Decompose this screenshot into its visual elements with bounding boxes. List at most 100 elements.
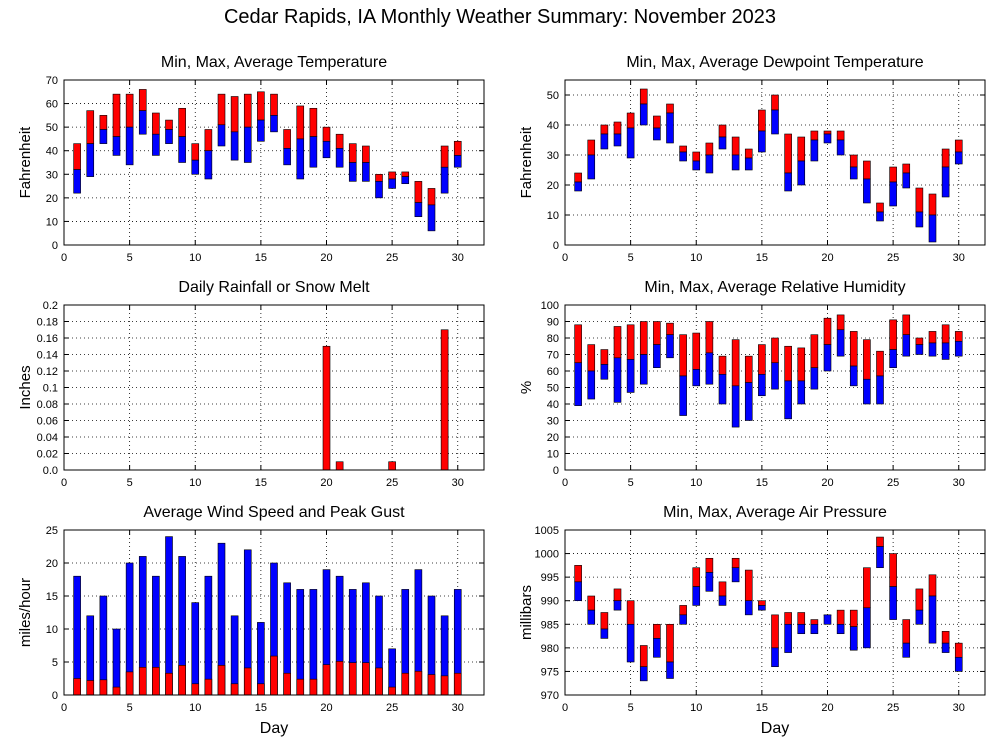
y-tick-label: 30	[547, 150, 559, 162]
bar-lower-range	[836, 139, 845, 156]
bar-lower-range	[296, 138, 305, 180]
bar-lower-range	[639, 666, 648, 682]
bar-lower-range	[797, 380, 806, 405]
x-tick-label: 0	[562, 252, 568, 264]
bar-lower-range	[876, 375, 884, 405]
bar-lower-range	[915, 609, 924, 625]
bar-lower-range	[639, 103, 648, 126]
y-tick-label: 20	[46, 558, 58, 570]
x-tick-label: 25	[887, 477, 899, 489]
x-tick-label: 30	[452, 702, 464, 714]
bar-upper-range	[954, 642, 963, 658]
bar-lower-range	[823, 614, 832, 625]
y-tick-label: 1000	[535, 549, 559, 561]
bar-lower-range	[744, 382, 753, 421]
chart-title: Average Wind Speed and Peak Gust	[143, 504, 405, 521]
figure-title: Cedar Rapids, IA Monthly Weather Summary…	[223, 6, 777, 28]
y-tick-label: 0.12	[37, 366, 58, 378]
bar-lower-range	[653, 638, 661, 658]
bar-lower-range	[771, 362, 779, 390]
bar-lower-range	[270, 115, 278, 133]
x-tick-label: 15	[255, 477, 267, 489]
bar-lower-range	[731, 385, 740, 428]
bar-lower-range	[335, 148, 344, 168]
bar-lower-range	[401, 176, 410, 185]
chart-title: Min, Max, Average Dewpoint Temperature	[626, 54, 923, 71]
x-tick-label: 20	[320, 252, 332, 264]
y-tick-label: 980	[541, 643, 559, 655]
bar-upper-range	[915, 588, 924, 611]
bar-lower-range	[600, 364, 609, 380]
bar-upper-range	[666, 623, 674, 663]
bar-lower-range	[692, 369, 701, 387]
chart-title: Min, Max, Average Relative Humidity	[644, 279, 905, 296]
bar-upper-range	[771, 614, 779, 649]
bar-lower-range	[889, 181, 897, 207]
bar-upper-range	[731, 557, 740, 569]
x-tick-label: 30	[452, 477, 464, 489]
bar-lower-range	[639, 354, 648, 385]
bar-lower-range	[771, 109, 779, 135]
y-tick-label: 50	[547, 383, 559, 395]
bar-lower-range	[375, 181, 383, 199]
x-tick-label: 10	[690, 702, 702, 714]
y-tick-label: 0.08	[37, 399, 58, 411]
y-tick-label: 100	[541, 300, 559, 312]
bar-upper-range	[889, 553, 897, 587]
y-tick-label: 60	[547, 366, 559, 378]
bar-lower-range	[679, 614, 687, 625]
bar-lower-range	[758, 130, 766, 153]
bar-lower-range	[863, 607, 871, 649]
y-tick-label: 0.2	[43, 300, 58, 312]
bar-lower-range	[863, 178, 871, 204]
bar-lower-range	[915, 211, 924, 228]
y-tick-label: 0.1	[43, 383, 58, 395]
x-tick-label: 30	[953, 477, 965, 489]
bar-upper-range	[902, 619, 911, 644]
bar-upper-range	[705, 557, 714, 573]
bar-lower-range	[744, 600, 753, 616]
bar-series	[73, 89, 462, 232]
bar-lower-range	[941, 342, 950, 360]
bar-lower-range	[797, 623, 806, 635]
x-tick-label: 15	[756, 477, 768, 489]
bar-lower-range	[797, 160, 806, 186]
y-tick-label: 985	[541, 619, 559, 631]
bar-lower-range	[679, 375, 687, 416]
x-tick-label: 0	[562, 477, 568, 489]
x-tick-label: 25	[386, 702, 398, 714]
y-tick-label: 20	[46, 193, 58, 205]
plot-frame	[564, 79, 986, 246]
x-tick-label: 25	[386, 252, 398, 264]
bar-upper-range	[587, 595, 596, 611]
bar-lower-range	[626, 359, 635, 393]
bar-lower-range	[718, 373, 727, 405]
x-tick-label: 20	[320, 702, 332, 714]
bar-series	[73, 536, 462, 696]
bar-lower-range	[876, 211, 884, 222]
y-tick-label: 10	[547, 210, 559, 222]
bar-lower-range	[836, 329, 845, 357]
bar-lower-range	[731, 567, 740, 583]
x-tick-label: 0	[61, 252, 67, 264]
bar-lower-range	[823, 133, 832, 144]
x-tick-label: 0	[562, 702, 568, 714]
bar-lower-range	[889, 349, 897, 368]
y-tick-label: 5	[52, 657, 58, 669]
x-tick-label: 10	[189, 702, 201, 714]
y-tick-label: 975	[541, 666, 559, 678]
y-tick-label: 40	[547, 120, 559, 132]
bar-lower-range	[574, 581, 582, 602]
bar-lower-range	[836, 623, 845, 635]
bar-lower-range	[152, 133, 160, 156]
bar-lower-range	[257, 119, 265, 142]
bar-lower-range	[889, 586, 897, 620]
bar-lower-range	[692, 586, 701, 606]
bar-series	[574, 536, 963, 682]
y-tick-label: 40	[46, 146, 58, 158]
bar-upper-range	[784, 612, 792, 625]
bar-lower-range	[86, 143, 95, 177]
bar-lower-range	[823, 344, 832, 372]
x-tick-label: 5	[127, 252, 133, 264]
